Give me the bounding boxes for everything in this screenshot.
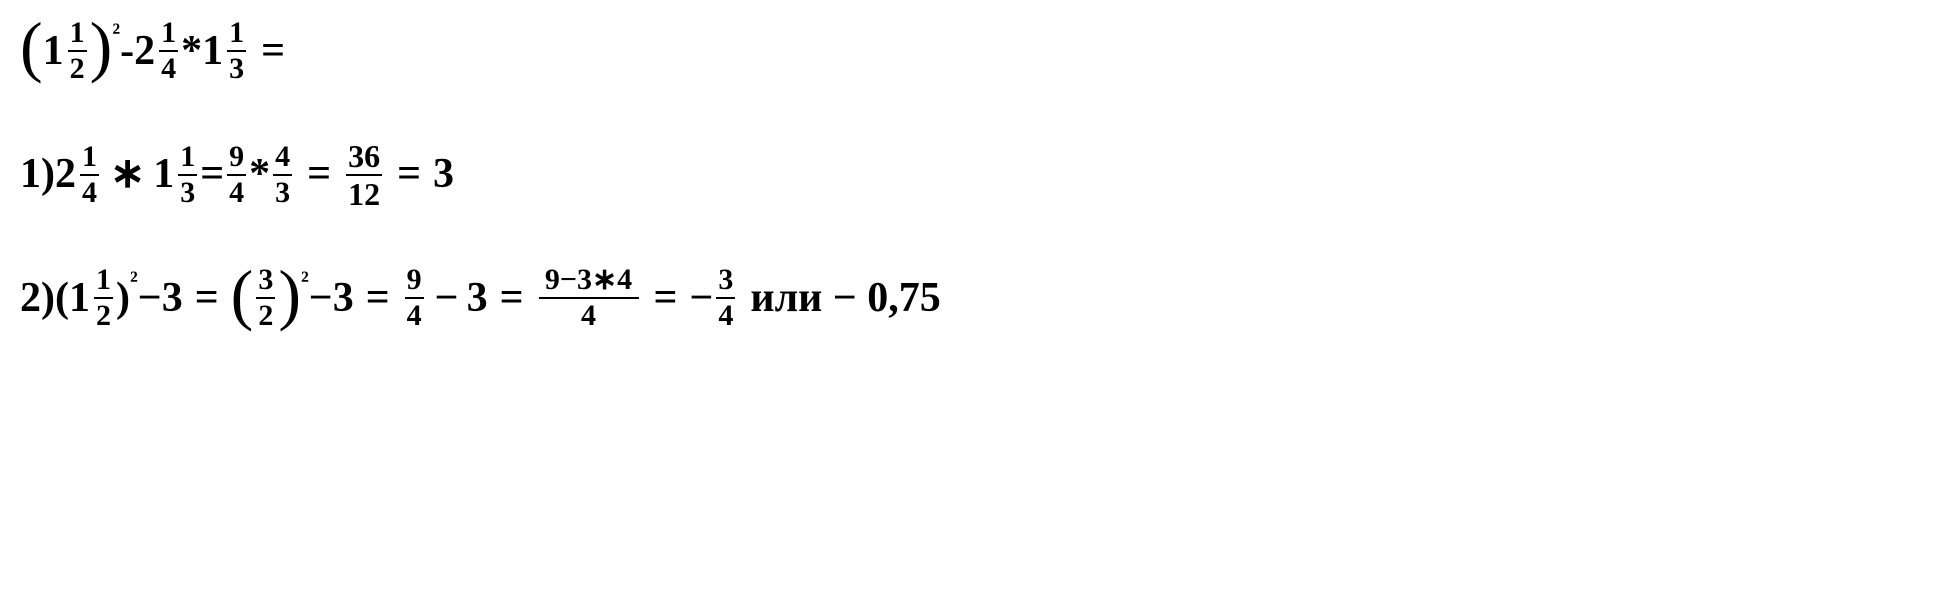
paren-close: ) [116, 273, 130, 323]
three: 3 [467, 273, 488, 323]
minus-three: −3 [138, 273, 183, 323]
superscript: ² [301, 265, 309, 296]
fraction: 1 4 [80, 142, 99, 208]
fraction: 1 3 [178, 142, 197, 208]
whole-number: 1 [202, 26, 223, 76]
equals: = [654, 273, 678, 323]
whole-number: 1 [153, 149, 174, 199]
negative: − [689, 273, 713, 323]
equation-1: ( 1 1 2 ) ² - 2 1 4 * 1 1 3 = [20, 10, 1929, 92]
equation-2: 1) 2 1 4 ∗ 1 1 3 = 9 4 * 4 3 = 36 12 = 3 [20, 140, 1929, 210]
minus-three: −3 [309, 273, 354, 323]
equals: = [261, 26, 285, 76]
multiply: * [249, 149, 270, 199]
equals: = [500, 273, 524, 323]
equals: = [397, 149, 421, 199]
equals: = [307, 149, 331, 199]
equals: = [200, 149, 224, 199]
equation-3: 2) ( 1 1 2 ) ² −3 = ( 3 2 ) ² −3 = 9 4 −… [20, 258, 1929, 340]
result: 3 [433, 149, 454, 199]
fraction: 9 4 [405, 265, 424, 331]
equals: = [195, 273, 219, 323]
fraction: 9−3∗4 4 [539, 265, 639, 331]
superscript: ² [130, 265, 138, 296]
superscript: ² [112, 17, 120, 48]
paren-open: ( [231, 254, 254, 336]
fraction: 3 2 [256, 265, 275, 331]
multiply: * [181, 26, 202, 76]
paren-close: ) [278, 254, 301, 336]
multiply: ∗ [110, 149, 145, 199]
paren-open: ( [55, 273, 69, 323]
whole-number: 2 [134, 26, 155, 76]
step-label: 1) [20, 149, 55, 199]
or-text: или − 0,75 [750, 273, 940, 323]
fraction: 1 2 [94, 265, 113, 331]
step-label: 2) [20, 273, 55, 323]
fraction: 3 4 [716, 265, 735, 331]
paren-open: ( [20, 6, 43, 88]
paren-close: ) [90, 6, 113, 88]
fraction: 9 4 [227, 142, 246, 208]
equals: = [366, 273, 390, 323]
fraction: 1 2 [68, 18, 87, 84]
fraction: 1 3 [227, 18, 246, 84]
minus: - [120, 26, 134, 76]
fraction: 36 12 [346, 140, 382, 210]
minus: − [435, 273, 459, 323]
whole-number: 1 [69, 273, 90, 323]
whole-number: 1 [43, 26, 64, 76]
fraction: 4 3 [273, 142, 292, 208]
whole-number: 2 [55, 149, 76, 199]
fraction: 1 4 [159, 18, 178, 84]
